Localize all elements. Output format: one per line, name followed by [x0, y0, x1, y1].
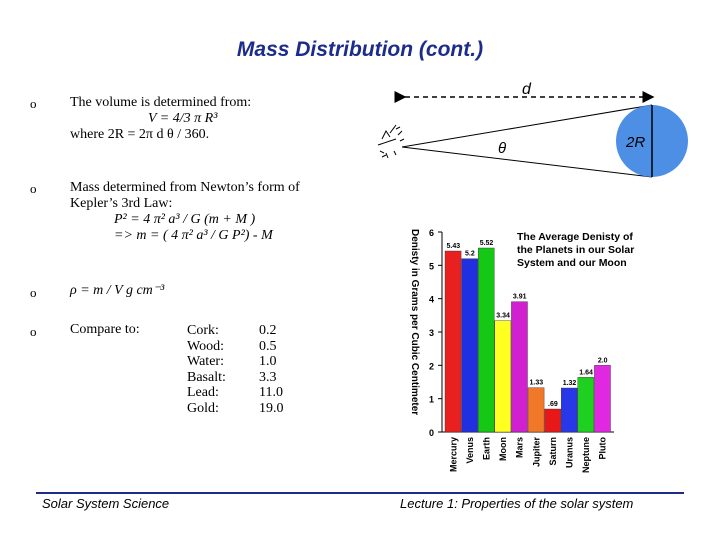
mass-formula: => m = ( 4 π² a³ / G P²) - M [114, 228, 273, 243]
material-density: 19.0 [259, 400, 284, 416]
diameter-label: 2R [625, 134, 645, 151]
y-tick-label: 4 [429, 295, 434, 305]
material-density: 0.5 [259, 338, 277, 354]
density-chart: Denisty in Grams per Cubic Centimeter Th… [409, 228, 634, 473]
volume-bullet: The volume is determined from: V = 4/3 π… [70, 95, 251, 143]
material-name: Water: [187, 354, 224, 369]
material-name: Lead: [187, 385, 219, 400]
volume-line-3: where 2R = 2π d θ / 360. [70, 127, 210, 142]
bar-value-label: .69 [548, 401, 558, 408]
bar-value-label: 1.32 [563, 380, 577, 387]
bar [527, 387, 545, 433]
angle-label: θ [498, 140, 506, 157]
volume-line-1: The volume is determined from: [70, 95, 252, 110]
chart-title-line: System and our Moon [517, 257, 627, 269]
material-density: 0.2 [259, 323, 277, 338]
footer-left: Solar System Science [42, 496, 170, 511]
category-label: Uranus [565, 437, 575, 468]
material-name: Basalt: [187, 369, 226, 385]
chart-ylabel: Denisty in Grams per Cubic Centimeter [409, 229, 420, 415]
bar [594, 365, 611, 433]
kepler-formula: P² = 4 π² a³ / G (m + M ) [114, 212, 256, 227]
y-tick-label: 2 [429, 361, 434, 371]
bar-value-label: 3.91 [513, 294, 527, 301]
compare-label: Compare to: [70, 322, 140, 337]
bar-value-label: 2.0 [598, 357, 608, 364]
bar-value-label: 5.43 [446, 243, 460, 250]
volume-formula: V = 4/3 π R³ [148, 111, 218, 126]
bullet-marker: o [30, 96, 37, 111]
materials-list: Cork: Wood: Water: Basalt: Lead: Gold: [187, 323, 226, 416]
category-label: Mercury [448, 437, 458, 472]
sightline-lower [401, 146, 653, 178]
material-density: 11.0 [259, 385, 283, 400]
distance-label: d [522, 81, 532, 98]
chart-title-line: the Planets in our Solar [517, 244, 634, 256]
y-tick-label: 1 [429, 395, 434, 405]
bar [544, 408, 561, 433]
material-density: 1.0 [259, 354, 277, 369]
y-tick-label: 6 [429, 228, 434, 238]
material-density: 3.3 [259, 369, 277, 385]
footer-right: Lecture 1: Properties of the solar syste… [400, 496, 634, 511]
category-label: Venus [465, 437, 475, 464]
densities-list: 0.2 0.5 1.0 3.3 11.0 19.0 [259, 323, 284, 416]
bar-value-label: 1.64 [579, 369, 593, 376]
y-tick-label: 3 [429, 328, 434, 338]
bullet-marker: o [30, 181, 37, 196]
category-label: Jupiter [531, 437, 541, 468]
category-label: Pluto [598, 437, 608, 460]
bar-value-label: 3.34 [496, 313, 510, 320]
category-label: Neptune [581, 437, 591, 473]
bar [477, 247, 495, 433]
y-tick-label: 5 [429, 261, 434, 271]
bar [461, 258, 478, 433]
mass-line-2: Kepler’s 3rd Law: [70, 196, 173, 211]
category-label: Mars [515, 437, 525, 458]
material-name: Wood: [187, 338, 224, 354]
density-formula: ρ = m / V g cm⁻³ [70, 283, 165, 298]
bullet-marker: o [30, 285, 37, 300]
bar-value-label: 5.2 [465, 251, 475, 258]
chart-title-line: The Average Denisty of [517, 231, 633, 243]
bullet-marker: o [30, 324, 37, 339]
bar [511, 301, 528, 433]
observer-icon [377, 124, 405, 159]
material-name: Cork: [187, 323, 219, 338]
mass-line-1: Mass determined from Newton’s form of [70, 180, 300, 195]
category-label: Moon [498, 437, 508, 461]
bar [494, 320, 512, 433]
bar-value-label: 5.52 [480, 240, 494, 247]
bar-value-label: 1.33 [529, 380, 543, 387]
category-label: Saturn [548, 437, 558, 466]
sightline-upper [401, 104, 653, 148]
bar [444, 250, 462, 433]
category-label: Earth [482, 437, 492, 460]
angular-size-diagram: d 2R θ [377, 81, 688, 178]
page-title: Mass Distribution (cont.) [236, 38, 484, 61]
footer-divider [36, 492, 684, 494]
bar [560, 387, 578, 433]
mass-bullet: Mass determined from Newton’s form of Ke… [70, 180, 300, 244]
bar [577, 377, 595, 433]
y-tick-label: 0 [429, 428, 434, 438]
material-name: Gold: [187, 400, 219, 416]
